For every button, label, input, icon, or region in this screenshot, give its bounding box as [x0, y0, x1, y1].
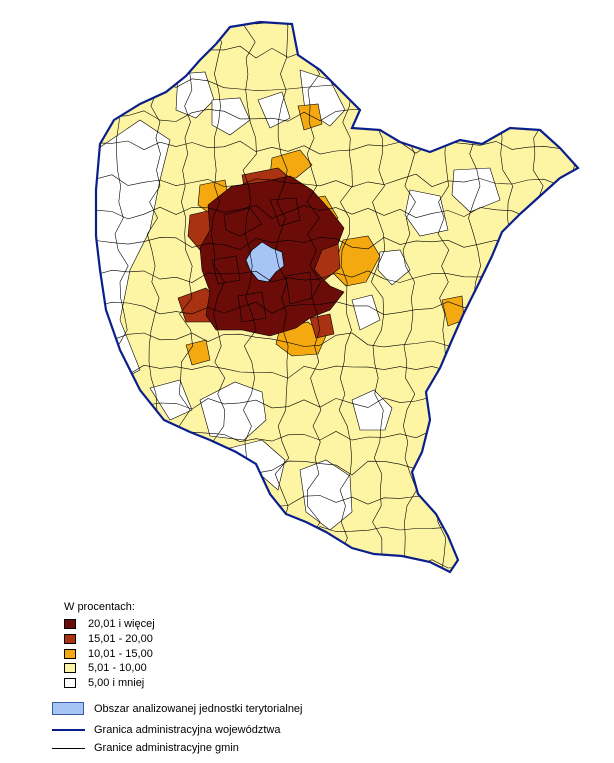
legend-swatch [64, 648, 76, 659]
voivodeship-line-sample [52, 729, 85, 731]
gmina-border-line [96, 22, 577, 27]
gmina-border-line [96, 204, 577, 220]
gmina-border-line [96, 557, 577, 571]
gmina-border-line [96, 237, 577, 251]
legend-label: 10,01 - 15,00 [88, 647, 153, 660]
gmina-border-line [96, 22, 98, 572]
legend-label: Obszar analizowanej jednostki terytorial… [94, 702, 303, 715]
gmina-border-line [562, 22, 578, 572]
gmina-border-line [530, 22, 546, 572]
analyzed-area-swatch [52, 702, 84, 715]
gmina-border-line [498, 22, 514, 572]
gmina-border-line [96, 45, 577, 60]
gmina-line-sample [52, 747, 85, 749]
legend-class-10-15: 10,01 - 15,00 [64, 647, 153, 660]
gmina-border-line [96, 173, 577, 188]
legend-swatch [64, 662, 76, 673]
gmina-border-line [338, 22, 353, 572]
legend-class-5-10: 5,01 - 10,00 [64, 661, 147, 674]
legend-class-below-5: 5,00 i mniej [64, 676, 144, 689]
legend-class-20-plus: 20,01 i więcej [64, 617, 155, 630]
gmina-border-line [274, 22, 290, 572]
legend-label: 15,01 - 20,00 [88, 632, 153, 645]
analyzed-area-fill [245, 241, 285, 283]
legend-analyzed-area: Obszar analizowanej jednostki terytorial… [52, 702, 303, 715]
choropleth-map [94, 20, 580, 574]
legend-swatch [64, 633, 76, 644]
legend-title: W procentach: [64, 601, 135, 613]
gmina-border-line [306, 22, 322, 572]
gmina-border-line [96, 140, 577, 155]
legend-label: Granice administracyjne gmin [94, 742, 239, 754]
legend-label: Granica administracyjna województwa [94, 724, 281, 736]
legend-label: 5,01 - 10,00 [88, 661, 147, 674]
legend-voivodeship-border: Granica administracyjna województwa [52, 724, 280, 736]
legend-label: 20,01 i więcej [88, 617, 155, 630]
legend-label: 5,00 i mniej [88, 676, 145, 689]
legend-class-15-20: 15,01 - 20,00 [64, 632, 153, 645]
legend-swatch [64, 618, 76, 629]
legend-gmina-border: Granice administracyjne gmin [52, 742, 239, 754]
legend-swatch [64, 677, 76, 688]
class-5-areas [96, 69, 501, 531]
